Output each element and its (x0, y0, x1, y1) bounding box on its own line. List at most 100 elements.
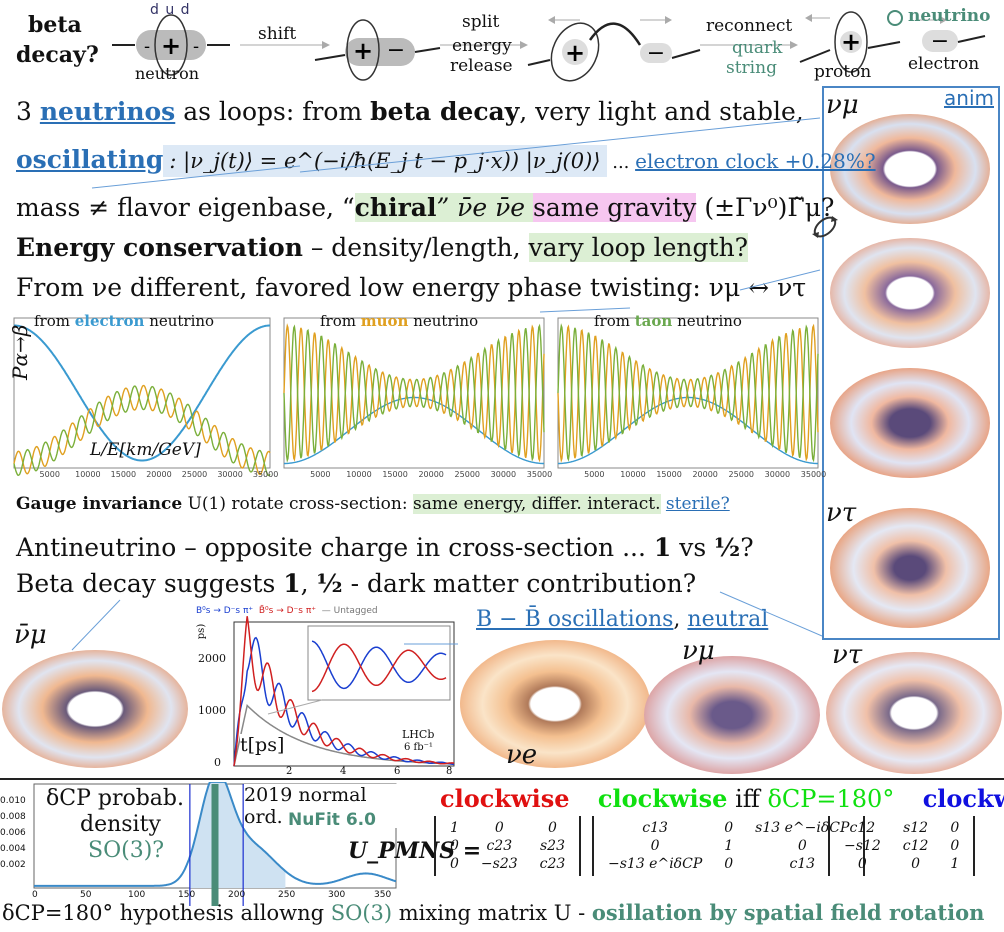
proton-label: proton (814, 62, 872, 82)
anti-b2: ½ (714, 533, 741, 562)
bm-xtick-8: 8 (446, 766, 453, 777)
dcp-xt-350: 350 (374, 890, 392, 900)
osc-plot-muon-svg (283, 317, 545, 469)
osc-title-muon: from muon neutrino (320, 312, 478, 330)
electron-clock-link[interactable]: electron clock +0.28%? (635, 149, 876, 173)
t0-pre: from (34, 312, 75, 330)
bm-lhcb: LHCb (402, 728, 435, 741)
osc-xtick: 35000 (800, 470, 827, 479)
m2-table: c13 0 s13 e^−iδCP 0 1 0 −s13 e^iδCP 0 c13 (596, 818, 861, 874)
string-label: string (726, 58, 777, 78)
l1-c: , very light and stable, (519, 97, 804, 126)
nu-mu-label-bottom: νμ (682, 636, 715, 666)
oscillating-link[interactable]: oscillating (16, 145, 164, 174)
matrix-cell: −s12 (844, 838, 881, 854)
dcp-xt-100: 100 (128, 890, 146, 900)
matrix-cell: −s23 (480, 856, 518, 872)
line-beta-suggests: Beta decay suggests 1, ½ - dark matter c… (16, 568, 696, 599)
l3-b: ” ν̄e ν̄e (436, 193, 534, 222)
matrix-row: −s13 e^iδCP 0 c13 (598, 856, 859, 872)
pmns-label: U_PMNS = (348, 838, 482, 864)
bottom-so3: SO(3) (330, 901, 393, 925)
osc-xtick: 30000 (764, 470, 791, 479)
beta-a: Beta decay suggests (16, 569, 284, 598)
b-bbar-link[interactable]: B − B̄ oscillations (476, 607, 674, 632)
bottom-divider (0, 778, 1004, 780)
dcp-yt-1: 0.010 (0, 796, 26, 806)
matrix-cell: 1 (950, 856, 960, 872)
t2-flavor: taon (634, 312, 673, 330)
bottom-bold: osillation by spatial field rotation (591, 900, 985, 925)
legend-red: B̄⁰s → D⁻s π⁺ (258, 606, 317, 616)
matrix-row: c12 s12 0 (834, 820, 969, 836)
t1-pre: from (320, 312, 361, 330)
chiral-word: chiral (354, 193, 437, 222)
dcp-yt-5: 0.002 (0, 860, 26, 870)
svg-text:+: + (161, 31, 181, 60)
legend-gray: — Untagged (321, 606, 378, 616)
l4-a: – density/length, (302, 233, 529, 262)
svg-text:−: − (387, 38, 405, 63)
osc-xtick: 20000 (146, 470, 172, 479)
neutrinos-link[interactable]: neutrinos (39, 97, 176, 126)
dcp-xt-0: 0 (32, 890, 38, 900)
gauge-bold: Gauge invariance (16, 494, 183, 514)
t1-flavor: muon (360, 312, 409, 330)
beta-decay-diagram: + - - + − + − + (112, 10, 986, 82)
line-chiral: mass ≠ flavor eigenbase, “chiral” ν̄e ν̄… (16, 192, 834, 223)
torus-panel: anim νμ ντ (812, 86, 1000, 640)
osc-title-taon: from taon neutrino (594, 312, 742, 330)
dcp-year: 2019 normal ord. (244, 784, 400, 828)
svg-text:-: - (193, 36, 199, 57)
bm-xtick-2: 2 (286, 766, 293, 777)
l2-dots: ... (606, 152, 636, 173)
matrix-cell: s23 (539, 838, 565, 854)
matrix-row: c13 0 s13 e^−iδCP (598, 820, 859, 836)
matrix-cell: c23 (486, 838, 513, 854)
matrix-cell: c13 (642, 820, 668, 836)
t2-post: neutrino (672, 312, 742, 330)
torus-3 (830, 368, 990, 478)
electron-label: electron (908, 54, 980, 74)
neutral-link[interactable]: neutral (687, 607, 769, 632)
reconnect-label: reconnect (706, 16, 793, 36)
osc-xtick: 5000 (584, 470, 605, 479)
matrix-cell: s13 e^−iδCP (755, 820, 850, 836)
wavefunction-formula: : |ν_j(t)⟩ = e^(−i/ħ(E_j t − p_j·x)) |ν_… (163, 145, 607, 177)
bottom-b: mixing matrix U - (392, 901, 592, 925)
matrix-cell: c13 (789, 856, 816, 872)
nu-tau-label-right: ντ (826, 498, 857, 528)
energy-conservation: Energy conservation (16, 233, 303, 262)
anim-link[interactable]: anim (944, 86, 994, 110)
beta-b1: 1 (283, 569, 301, 598)
matrix-cell: 0 (450, 856, 459, 872)
sterile-link[interactable]: sterile? (665, 494, 730, 514)
osc-ylabel: Pα→β (8, 324, 32, 380)
line-gauge: Gauge invariance U(1) rotate cross-secti… (16, 494, 730, 514)
matrix-cell: s12 (903, 820, 929, 836)
line-oscillating: oscillating: |ν_j(t)⟩ = e^(−i/ħ(E_j t − … (16, 144, 876, 178)
osc-xtick: 5000 (39, 470, 60, 479)
osc-xticks: 5000 10000 15000 20000 25000 30000 35000 5000 10… (0, 470, 827, 484)
matrix-cell: 0 (548, 820, 557, 836)
matrix-cell: 0 (724, 856, 734, 872)
matrix-cell: 0 (797, 838, 807, 854)
osc-xtick: 35000 (252, 470, 279, 479)
anti-b1: 1 (653, 533, 672, 562)
torus-2 (830, 238, 990, 348)
osc-xtick: 20000 (692, 470, 718, 479)
matrix-row: 0 1 0 (598, 838, 859, 854)
bm-lumi: 6 fb⁻¹ (404, 742, 433, 753)
line-antineutrino: Antineutrino – opposite charge in cross-… (16, 532, 754, 563)
anti-c: ? (740, 533, 754, 562)
delta-cp-plot: δCP probab. density SO(3)? 2019 normal o… (0, 780, 400, 906)
dcp-title-c: SO(3)? (88, 838, 165, 863)
matrix-cell: c12 (849, 820, 876, 836)
gauge-a: U(1) rotate cross-section: (182, 494, 413, 514)
osc-xtick: 25000 (728, 470, 754, 479)
osc-plot-muon: from muon neutrino (270, 310, 546, 492)
torus-anti-mu (2, 650, 188, 768)
l1-b: as loops: from (175, 97, 371, 126)
m1-table: 1 0 0 0 c23 s23 0 −s23 c23 (438, 818, 577, 874)
matrix-row: 0 −s23 c23 (440, 856, 575, 872)
